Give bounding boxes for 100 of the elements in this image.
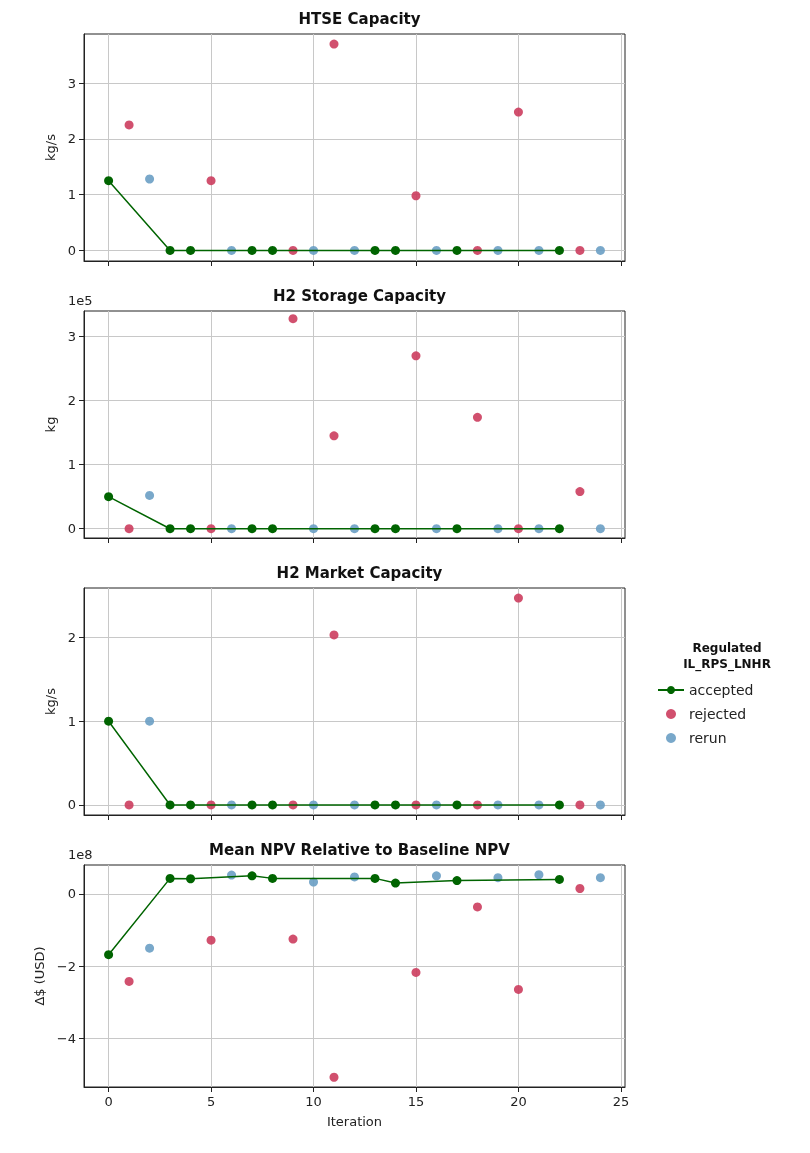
point bbox=[186, 800, 196, 810]
point bbox=[370, 245, 380, 255]
point bbox=[145, 490, 155, 500]
point bbox=[165, 245, 175, 255]
point bbox=[390, 245, 400, 255]
point bbox=[186, 874, 196, 884]
point bbox=[247, 871, 257, 881]
point bbox=[595, 245, 605, 255]
point bbox=[247, 524, 257, 534]
point bbox=[247, 245, 257, 255]
point bbox=[329, 431, 339, 441]
x-tick-label: 25 bbox=[612, 1094, 630, 1109]
point bbox=[145, 716, 155, 726]
point bbox=[268, 873, 278, 883]
x-tick-label: 0 bbox=[104, 1094, 113, 1109]
point bbox=[268, 524, 278, 534]
y-tick-label: −4 bbox=[56, 1031, 76, 1047]
point bbox=[575, 487, 585, 497]
y-tick-label: 3 bbox=[67, 329, 76, 345]
point bbox=[104, 950, 114, 960]
y-tick-label: 1 bbox=[67, 713, 76, 729]
point bbox=[534, 870, 544, 880]
y-tick-label: 3 bbox=[67, 75, 76, 91]
point bbox=[411, 191, 421, 201]
chart-title: H2 Storage Capacity bbox=[272, 286, 447, 305]
x-axis-title: Iteration bbox=[326, 1114, 383, 1129]
point bbox=[329, 630, 339, 640]
point bbox=[165, 873, 175, 883]
legend-label: rerun bbox=[689, 730, 727, 746]
y-tick-label: 0 bbox=[67, 886, 76, 902]
x-tick-label: 15 bbox=[407, 1094, 425, 1109]
point bbox=[288, 314, 298, 324]
y-axis-title: kg/s bbox=[42, 687, 58, 715]
point bbox=[390, 800, 400, 810]
chart-title: Mean NPV Relative to Baseline NPV bbox=[209, 840, 511, 859]
point bbox=[575, 245, 585, 255]
point bbox=[575, 800, 585, 810]
y-tick-label: 2 bbox=[67, 131, 76, 147]
y-axis-title: Δ$ (USD) bbox=[31, 946, 47, 1006]
y-tick-label: 1 bbox=[67, 457, 76, 473]
point bbox=[370, 800, 380, 810]
point bbox=[145, 174, 155, 184]
y-axis-title: kg bbox=[42, 416, 58, 433]
point bbox=[124, 976, 134, 986]
y-tick-label: 2 bbox=[67, 393, 76, 409]
y-tick-label: 1 bbox=[67, 187, 76, 203]
point bbox=[472, 412, 482, 422]
point bbox=[513, 984, 523, 994]
y-tick-label: 2 bbox=[67, 629, 76, 645]
point bbox=[329, 39, 339, 49]
point bbox=[124, 800, 134, 810]
point bbox=[452, 245, 462, 255]
point bbox=[390, 878, 400, 888]
text: 1e5 bbox=[68, 293, 93, 308]
chart-title: H2 Market Capacity bbox=[276, 563, 443, 582]
point bbox=[124, 120, 134, 130]
point bbox=[452, 524, 462, 534]
point bbox=[104, 716, 114, 726]
point bbox=[554, 245, 564, 255]
point bbox=[288, 934, 298, 944]
point bbox=[124, 524, 134, 534]
chart-title: HTSE Capacity bbox=[298, 9, 421, 28]
point bbox=[186, 245, 196, 255]
point bbox=[595, 800, 605, 810]
point bbox=[370, 524, 380, 534]
point bbox=[206, 176, 216, 186]
point bbox=[145, 943, 155, 953]
legend-label: rejected bbox=[689, 706, 747, 722]
point bbox=[165, 524, 175, 534]
point bbox=[206, 935, 216, 945]
point bbox=[472, 902, 482, 912]
point bbox=[575, 884, 585, 893]
y-tick-label: −2 bbox=[56, 958, 76, 974]
point bbox=[554, 874, 564, 884]
x-tick-label: 10 bbox=[305, 1094, 322, 1109]
point bbox=[595, 524, 605, 534]
point bbox=[104, 176, 114, 186]
point bbox=[554, 524, 564, 534]
point bbox=[370, 873, 380, 883]
point bbox=[431, 871, 441, 881]
y-axis-title: kg/s bbox=[42, 133, 58, 161]
point bbox=[452, 800, 462, 810]
point bbox=[554, 800, 564, 810]
point bbox=[452, 876, 462, 886]
point bbox=[268, 800, 278, 810]
y-tick-label: 0 bbox=[67, 242, 76, 258]
point bbox=[411, 967, 421, 977]
x-tick-label: 20 bbox=[510, 1094, 527, 1109]
point bbox=[595, 873, 605, 883]
y-tick-label: 0 bbox=[67, 797, 76, 813]
point bbox=[165, 800, 175, 810]
legend-label: accepted bbox=[689, 682, 754, 698]
x-tick-label: 5 bbox=[206, 1094, 216, 1109]
point bbox=[104, 492, 114, 502]
point bbox=[411, 351, 421, 361]
y-tick-label: 0 bbox=[67, 521, 76, 537]
point bbox=[390, 524, 400, 534]
point bbox=[268, 245, 278, 255]
point bbox=[329, 1072, 339, 1082]
legend-title: Regulated IL_RPS_LNHR bbox=[683, 641, 771, 672]
